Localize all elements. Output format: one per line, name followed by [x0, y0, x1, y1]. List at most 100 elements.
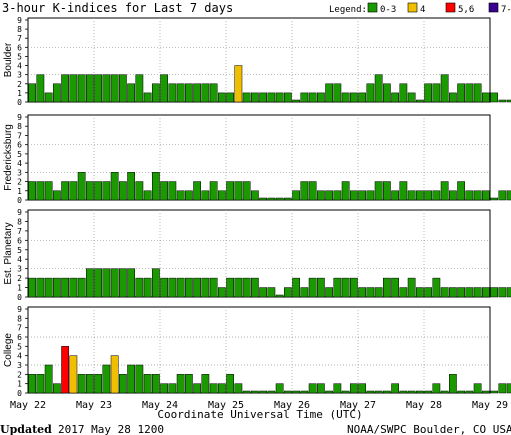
k-index-bar	[143, 277, 152, 298]
k-index-bar	[94, 181, 102, 201]
k-index-bar	[135, 364, 144, 394]
y-tick-label: 4	[17, 159, 22, 168]
k-index-bar	[234, 181, 243, 201]
k-index-bar	[374, 181, 383, 201]
k-index-bar	[482, 190, 490, 201]
k-index-bar	[300, 287, 309, 298]
k-index-bar	[234, 65, 243, 103]
k-index-bar	[110, 172, 119, 201]
y-tick-label: 1	[17, 187, 22, 196]
panels: 0123456789Boulder0123456789Fredericksbur…	[3, 16, 511, 398]
k-index-bar	[416, 99, 424, 103]
k-index-bar	[317, 92, 325, 103]
k-index-bar	[193, 83, 201, 103]
k-index-bar	[333, 277, 342, 298]
k-index-bar	[366, 390, 375, 394]
k-index-bar	[449, 190, 457, 201]
k-index-bar	[490, 390, 498, 394]
k-index-bar	[399, 287, 408, 298]
y-tick-label: 6	[17, 141, 22, 150]
k-index-bar	[168, 277, 177, 298]
k-index-bar	[218, 190, 226, 201]
k-index-bar	[119, 181, 127, 201]
k-index-bar	[300, 92, 309, 103]
k-index-bar	[300, 390, 309, 394]
k-index-bar	[325, 390, 333, 394]
k-index-bar	[61, 74, 69, 103]
y-tick-label: 8	[17, 25, 22, 34]
k-index-bar	[143, 92, 152, 103]
k-index-bar	[383, 181, 391, 201]
k-index-bar	[366, 83, 375, 103]
k-index-bar	[498, 190, 507, 201]
k-index-bar	[465, 190, 474, 201]
k-index-bar	[242, 92, 251, 103]
y-tick-label: 6	[17, 333, 22, 342]
k-index-bar	[36, 277, 45, 298]
k-index-bar	[473, 190, 482, 201]
k-index-bar	[185, 190, 193, 201]
k-index-bar	[160, 383, 168, 394]
k-index-bar	[506, 383, 511, 394]
k-index-bar	[185, 277, 193, 298]
k-index-bar	[28, 181, 36, 201]
k-index-bar	[193, 277, 201, 298]
x-tick-label: May 29	[472, 400, 508, 411]
k-index-bar	[86, 181, 94, 201]
k-index-bar	[77, 374, 86, 394]
k-index-bar	[69, 355, 78, 394]
k-index-bar	[440, 181, 449, 201]
k-index-bar	[341, 277, 350, 298]
k-index-bar	[209, 83, 218, 103]
k-index-bar	[333, 83, 342, 103]
k-index-bar	[44, 277, 53, 298]
y-tick-label: 9	[17, 113, 22, 122]
k-index-bar	[407, 390, 416, 394]
k-index-bar	[267, 197, 276, 201]
k-index-bar	[366, 287, 375, 298]
k-index-bar	[28, 277, 36, 298]
k-index-bar	[358, 190, 366, 201]
k-index-bar	[424, 287, 432, 298]
k-index-bar	[275, 383, 284, 394]
k-index-bar	[498, 99, 507, 103]
k-index-bar	[300, 181, 309, 201]
k-index-bar	[176, 374, 185, 394]
k-index-bar	[350, 383, 358, 394]
k-index-bar	[61, 181, 69, 201]
panel-name: Boulder	[3, 42, 14, 77]
k-index-bar	[473, 83, 482, 103]
k-index-bar	[251, 390, 259, 394]
k-index-bar	[259, 197, 267, 201]
y-tick-label: 5	[17, 342, 22, 351]
k-index-bar	[185, 374, 193, 394]
k-index-bar	[94, 374, 102, 394]
k-index-bar	[251, 277, 259, 298]
k-index-bar	[152, 268, 160, 298]
k-index-bar	[28, 83, 36, 103]
k-index-bar	[292, 390, 300, 394]
x-tick-labels: May 22 May 23 May 24 May 25 May 26 May 27 May …	[10, 400, 508, 411]
x-tick-label: May 23	[76, 400, 112, 411]
k-index-bar	[36, 74, 45, 103]
k-index-bar	[209, 277, 218, 298]
y-tick-label: 3	[17, 265, 22, 274]
k-index-bar	[457, 83, 465, 103]
x-tick-label: May 28	[406, 400, 442, 411]
k-index-bar	[201, 374, 210, 394]
k-index-bar	[226, 277, 234, 298]
k-index-bar	[53, 383, 61, 394]
panel-name: College	[3, 333, 14, 367]
k-index-bar	[242, 277, 251, 298]
k-index-bar	[119, 374, 127, 394]
k-index-bar	[383, 83, 391, 103]
k-index-bar	[168, 181, 177, 201]
k-index-bar	[333, 383, 342, 394]
k-index-bar	[69, 277, 78, 298]
k-index-bar	[201, 83, 210, 103]
k-index-bar	[218, 287, 226, 298]
k-index-bar	[308, 277, 317, 298]
k-index-bar	[317, 277, 325, 298]
